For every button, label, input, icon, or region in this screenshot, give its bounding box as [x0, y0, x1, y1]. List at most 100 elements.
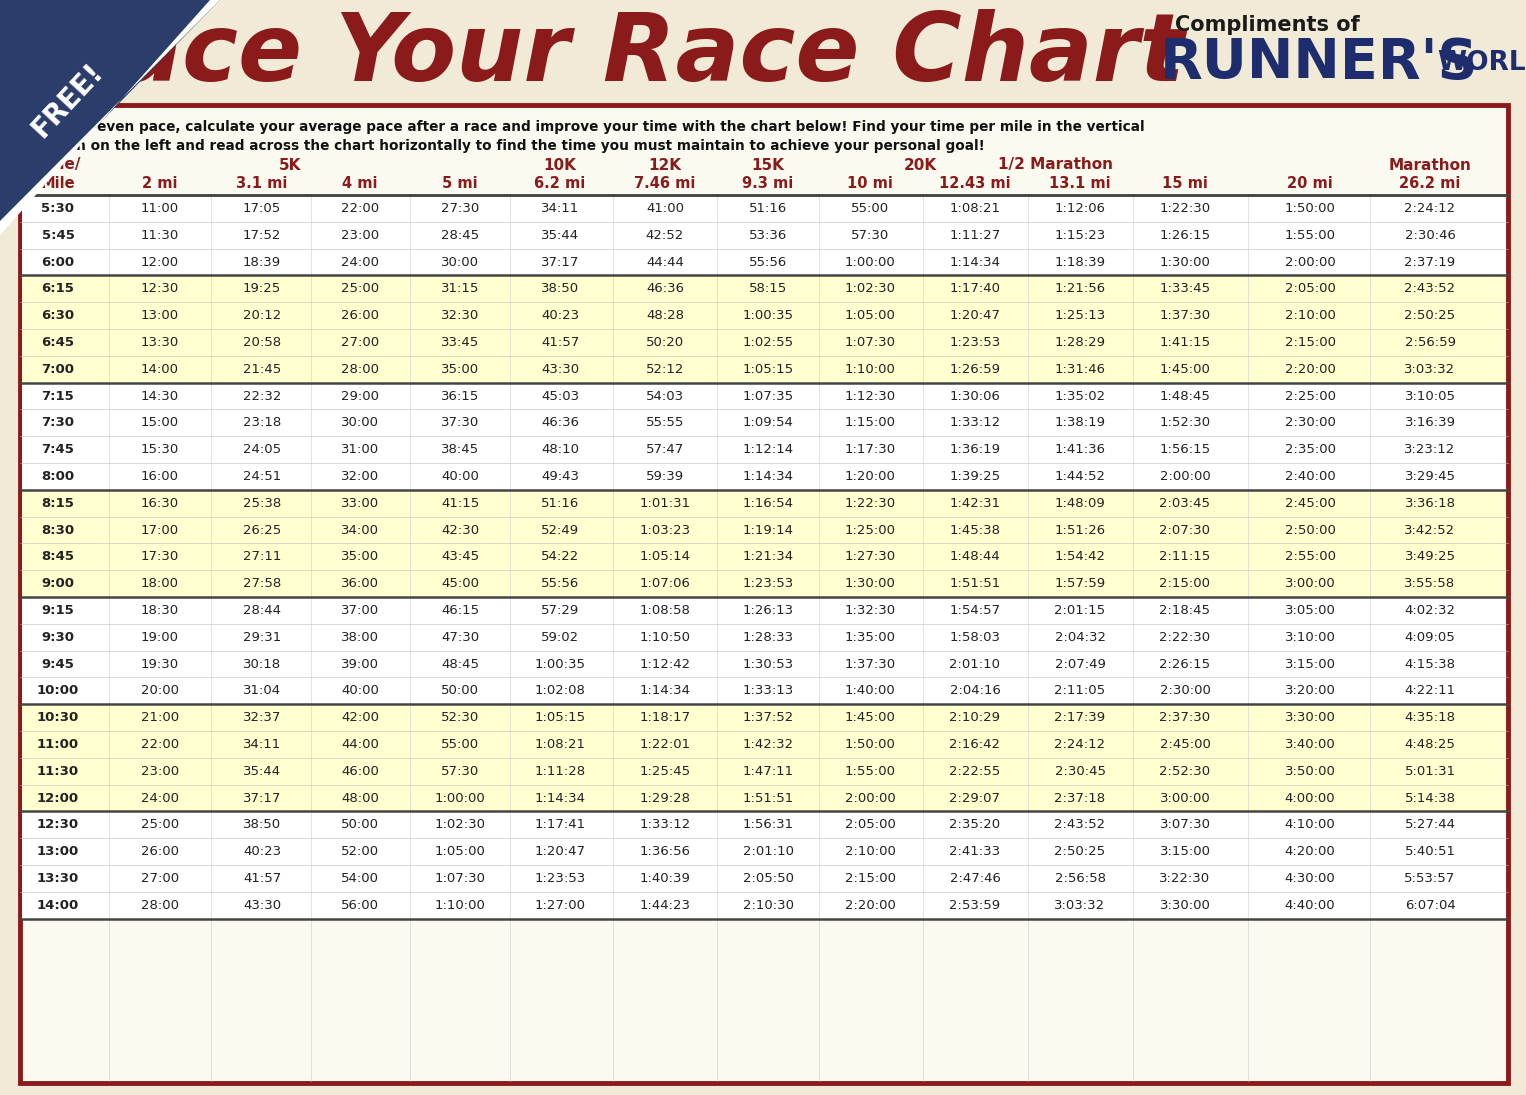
Text: 5:40:51: 5:40:51 — [1404, 845, 1456, 858]
Text: 54:03: 54:03 — [645, 390, 684, 403]
Text: 1:18:39: 1:18:39 — [1054, 255, 1105, 268]
Text: 44:44: 44:44 — [645, 255, 684, 268]
Text: 2:01:10: 2:01:10 — [743, 845, 794, 858]
Text: 1:56:31: 1:56:31 — [743, 818, 794, 831]
Text: 12:00: 12:00 — [37, 792, 79, 805]
Text: 2:16:42: 2:16:42 — [949, 738, 1001, 751]
Text: 2:45:00: 2:45:00 — [1285, 497, 1335, 509]
Text: 1:12:06: 1:12:06 — [1054, 201, 1105, 215]
Text: 50:00: 50:00 — [441, 684, 479, 698]
Text: 3:50:00: 3:50:00 — [1285, 764, 1335, 777]
Text: 1:11:28: 1:11:28 — [534, 764, 586, 777]
Bar — [21, 838, 1506, 865]
Text: 2 mi: 2 mi — [142, 175, 177, 191]
Text: 1:00:00: 1:00:00 — [435, 792, 485, 805]
Text: 2:24:12: 2:24:12 — [1404, 201, 1456, 215]
Text: 38:45: 38:45 — [441, 443, 479, 457]
Text: 4:20:00: 4:20:00 — [1285, 845, 1335, 858]
Text: 1:02:08: 1:02:08 — [534, 684, 586, 698]
Text: 46:15: 46:15 — [441, 604, 479, 616]
Text: 3:40:00: 3:40:00 — [1285, 738, 1335, 751]
Text: 31:04: 31:04 — [243, 684, 281, 698]
Text: 2:11:05: 2:11:05 — [1054, 684, 1105, 698]
Text: 33:00: 33:00 — [340, 497, 378, 509]
Text: 45:00: 45:00 — [441, 577, 479, 590]
Text: 17:00: 17:00 — [140, 523, 179, 537]
Text: 2:35:20: 2:35:20 — [949, 818, 1001, 831]
Text: 1:17:41: 1:17:41 — [534, 818, 586, 831]
Text: 1:52:30: 1:52:30 — [1160, 416, 1210, 429]
Text: 6.2 mi: 6.2 mi — [534, 175, 586, 191]
Bar — [21, 195, 1506, 222]
Bar — [21, 489, 1506, 517]
Text: 3:29:45: 3:29:45 — [1404, 470, 1456, 483]
Text: 8:00: 8:00 — [41, 470, 75, 483]
Text: 1:29:28: 1:29:28 — [639, 792, 690, 805]
Text: 25:00: 25:00 — [140, 818, 179, 831]
Text: 1:37:52: 1:37:52 — [742, 711, 794, 724]
Text: 1:33:45: 1:33:45 — [1160, 283, 1210, 296]
Text: 3:10:00: 3:10:00 — [1285, 631, 1335, 644]
Text: 1:38:19: 1:38:19 — [1054, 416, 1105, 429]
Text: 1:12:14: 1:12:14 — [743, 443, 794, 457]
Text: 25:00: 25:00 — [340, 283, 378, 296]
Text: Mile: Mile — [41, 175, 75, 191]
Text: 2:07:30: 2:07:30 — [1160, 523, 1210, 537]
Text: 48:00: 48:00 — [342, 792, 378, 805]
Text: 49:43: 49:43 — [542, 470, 578, 483]
Text: 10K: 10K — [543, 158, 577, 173]
Text: 1:30:06: 1:30:06 — [949, 390, 1001, 403]
Text: 2:01:15: 2:01:15 — [1054, 604, 1105, 616]
Text: 11:00: 11:00 — [37, 738, 79, 751]
Text: 2:15:00: 2:15:00 — [1160, 577, 1210, 590]
Text: 41:57: 41:57 — [243, 872, 281, 885]
Text: 22:00: 22:00 — [140, 738, 179, 751]
Text: 46:00: 46:00 — [342, 764, 378, 777]
Text: 2:05:00: 2:05:00 — [844, 818, 896, 831]
Text: 7.46 mi: 7.46 mi — [635, 175, 696, 191]
Text: 43:30: 43:30 — [540, 362, 578, 376]
Text: 28:00: 28:00 — [340, 362, 378, 376]
Bar — [21, 436, 1506, 463]
Text: 1:25:13: 1:25:13 — [1054, 309, 1106, 322]
Text: 6:45: 6:45 — [41, 336, 75, 349]
Text: 32:00: 32:00 — [340, 470, 378, 483]
Text: 2:01:10: 2:01:10 — [949, 657, 1001, 670]
Bar — [21, 463, 1506, 489]
Text: 34:11: 34:11 — [243, 738, 281, 751]
Text: 2:00:00: 2:00:00 — [1160, 470, 1210, 483]
Text: Marathon: Marathon — [1389, 158, 1471, 173]
Text: column on the left and read across the chart horizontally to find the time you m: column on the left and read across the c… — [31, 139, 984, 153]
Text: 9:45: 9:45 — [41, 657, 75, 670]
Text: 57:30: 57:30 — [441, 764, 479, 777]
Text: 1:08:21: 1:08:21 — [949, 201, 1001, 215]
Text: 10:30: 10:30 — [37, 711, 79, 724]
Text: 1:48:45: 1:48:45 — [1160, 390, 1210, 403]
Text: 18:30: 18:30 — [140, 604, 179, 616]
Text: 1:26:59: 1:26:59 — [949, 362, 1001, 376]
Bar — [21, 276, 1506, 302]
Bar — [21, 650, 1506, 678]
Text: 36:15: 36:15 — [441, 390, 479, 403]
Text: 57:30: 57:30 — [852, 229, 890, 242]
Text: 13:30: 13:30 — [140, 336, 179, 349]
Text: 2:47:46: 2:47:46 — [949, 872, 1001, 885]
Text: RUNNER'S: RUNNER'S — [1160, 36, 1479, 90]
Text: 1:22:01: 1:22:01 — [639, 738, 691, 751]
Text: 1:25:45: 1:25:45 — [639, 764, 691, 777]
Text: 35:44: 35:44 — [243, 764, 281, 777]
Text: 36:00: 36:00 — [340, 577, 378, 590]
Text: 1:16:54: 1:16:54 — [743, 497, 794, 509]
Text: 1:57:59: 1:57:59 — [1054, 577, 1105, 590]
Text: 59:02: 59:02 — [540, 631, 578, 644]
Text: 15 mi: 15 mi — [1163, 175, 1209, 191]
Bar — [21, 302, 1506, 328]
Text: 31:00: 31:00 — [340, 443, 378, 457]
Text: 2:05:50: 2:05:50 — [743, 872, 794, 885]
Bar — [21, 328, 1506, 356]
Text: 3:16:39: 3:16:39 — [1404, 416, 1456, 429]
Text: 43:30: 43:30 — [243, 899, 281, 912]
Text: 2:50:25: 2:50:25 — [1054, 845, 1105, 858]
Text: 1:22:30: 1:22:30 — [844, 497, 896, 509]
Text: 1:05:00: 1:05:00 — [844, 309, 896, 322]
